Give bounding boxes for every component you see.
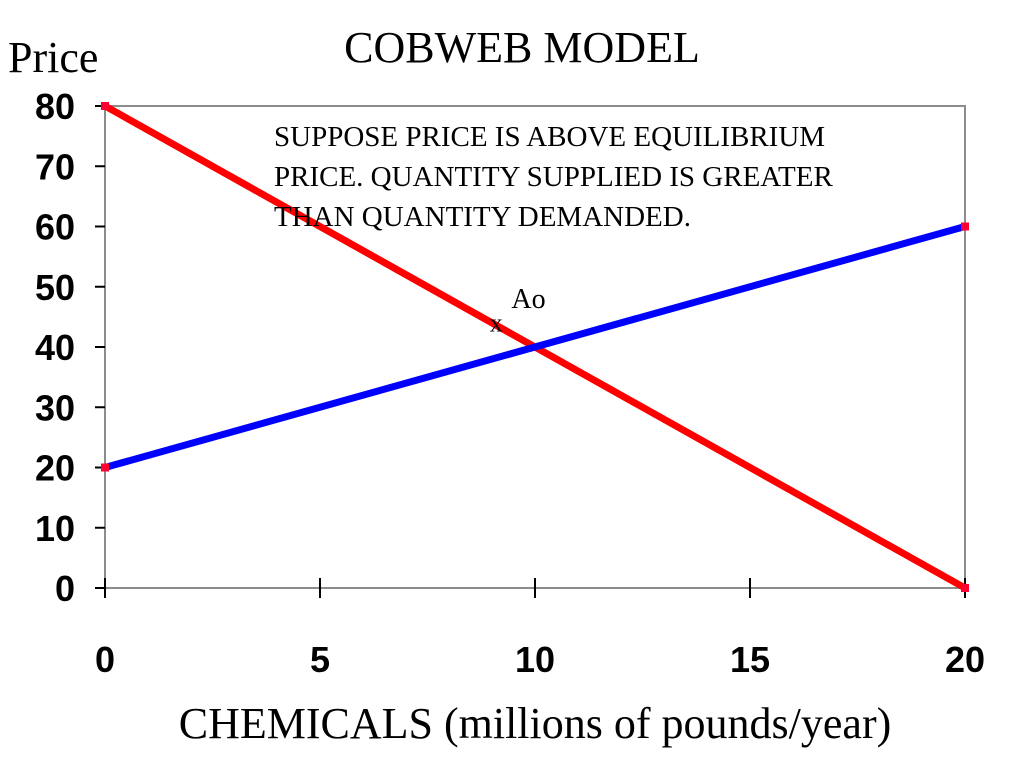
y-tick-label: 10 — [35, 508, 75, 549]
annotation-point-label: Ao — [511, 284, 545, 315]
y-tick-label: 40 — [35, 327, 75, 368]
supply-line — [101, 223, 969, 471]
x-axis: 0 5 10 15 20 — [95, 578, 985, 680]
x-tick-label: 20 — [945, 639, 985, 680]
supply-point — [101, 463, 109, 472]
y-tick-label: 70 — [35, 146, 75, 187]
series-layer — [101, 102, 969, 592]
annotation-line: PRICE. QUANTITY SUPPLIED IS GREATER — [274, 161, 833, 193]
x-tick-label: 0 — [95, 639, 115, 680]
annotation-explanation: SUPPOSE PRICE IS ABOVE EQUILIBRIUM PRICE.… — [274, 121, 833, 233]
supply-point — [961, 222, 969, 231]
x-tick-label: 10 — [515, 639, 555, 680]
y-tick-label: 0 — [55, 568, 75, 609]
y-tick-label: 30 — [35, 387, 75, 428]
demand-point — [961, 584, 969, 592]
y-axis-label: Price — [8, 33, 98, 82]
y-tick-label: 60 — [35, 207, 75, 248]
annotation-line: SUPPOSE PRICE IS ABOVE EQUILIBRIUM — [274, 121, 825, 153]
x-tick-label: 15 — [730, 639, 770, 680]
x-axis-label: CHEMICALS (millions of pounds/year) — [179, 699, 892, 748]
y-tick-label: 80 — [35, 86, 75, 127]
y-axis: 0 10 20 30 40 50 60 70 80 — [35, 86, 105, 609]
x-tick-label: 5 — [310, 639, 330, 680]
chart-title: COBWEB MODEL — [344, 23, 700, 72]
y-tick-label: 20 — [35, 448, 75, 489]
annotation-line: THAN QUANTITY DEMANDED. — [274, 201, 691, 233]
demand-point — [101, 102, 109, 110]
annotation-point-marker: x — [490, 308, 503, 337]
y-tick-label: 50 — [35, 267, 75, 308]
annotation-layer: SUPPOSE PRICE IS ABOVE EQUILIBRIUM PRICE.… — [274, 121, 833, 337]
